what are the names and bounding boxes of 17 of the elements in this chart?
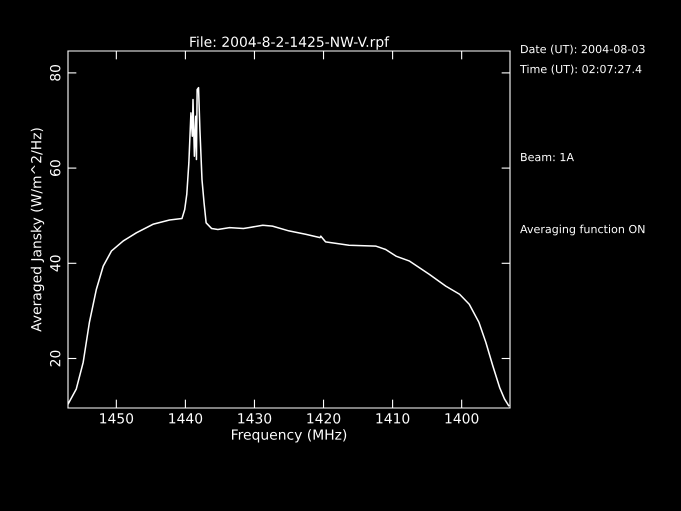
x-tick-label: 1400 — [446, 413, 478, 424]
y-axis-title: Averaged Jansky (W/m^2/Hz) — [30, 128, 44, 332]
y-tick-label: 20 — [50, 350, 60, 366]
text: Time (UT): 02:07:27.4 — [520, 64, 642, 75]
text: Beam: 1A — [521, 152, 574, 162]
y-tick-label: 40 — [50, 255, 60, 272]
x-axis-title: Frequency (MHz) — [232, 429, 346, 443]
x-tick-label: 1450 — [100, 413, 134, 424]
x-tick-label: 1410 — [376, 413, 410, 424]
text: Date (UT): 2004-08-03 — [521, 44, 645, 55]
x-tick-label: 1430 — [238, 413, 272, 424]
chart-title: File: 2004-8-2-1425-NW-V.rpf — [190, 36, 390, 50]
x-tick-label: 1440 — [169, 413, 202, 424]
y-tick-label: 60 — [50, 160, 60, 176]
text: Averaging function ON — [520, 224, 644, 236]
x-tick-label: 1420 — [307, 413, 340, 424]
y-tick-label: 80 — [50, 64, 60, 81]
